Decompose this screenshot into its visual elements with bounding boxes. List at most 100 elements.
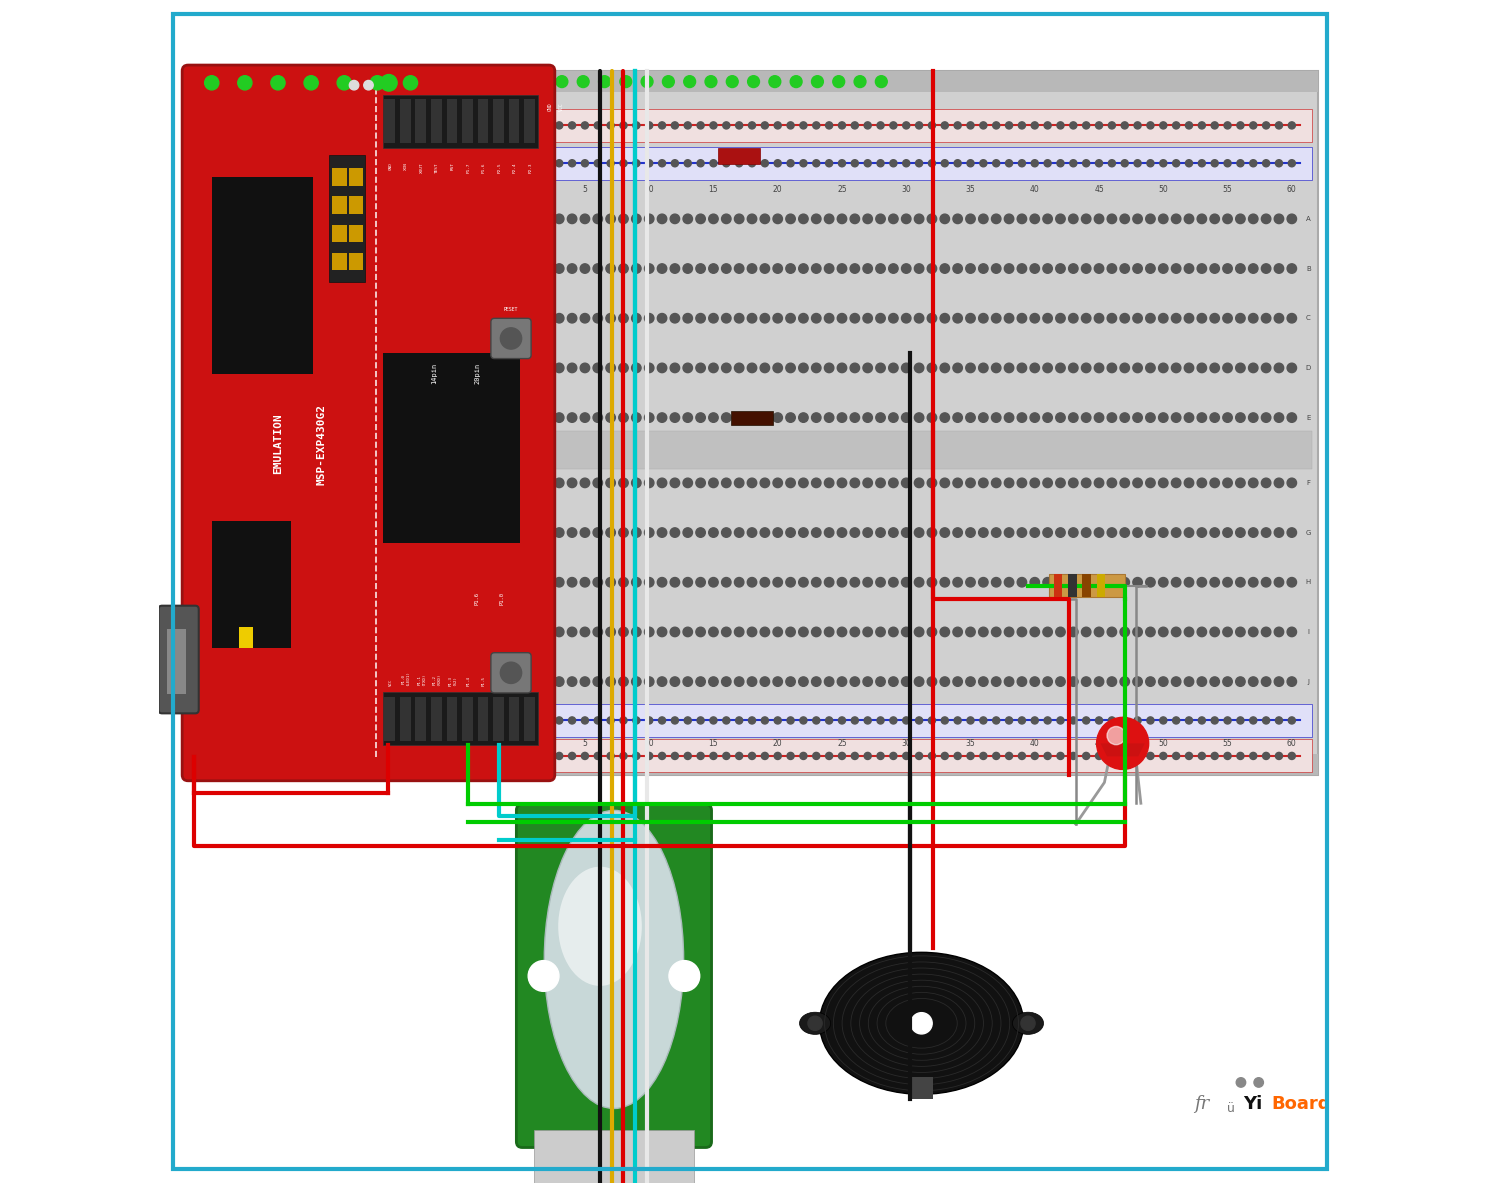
Circle shape: [747, 627, 756, 636]
Text: P2.4: P2.4: [513, 162, 517, 173]
Circle shape: [812, 577, 820, 587]
Circle shape: [723, 752, 730, 759]
Circle shape: [1248, 627, 1258, 636]
Circle shape: [1017, 528, 1026, 537]
Text: GND: GND: [388, 162, 393, 170]
Circle shape: [940, 214, 950, 224]
Circle shape: [696, 313, 705, 323]
Circle shape: [837, 577, 846, 587]
Circle shape: [862, 528, 873, 537]
FancyBboxPatch shape: [490, 653, 531, 693]
Circle shape: [710, 160, 717, 167]
Circle shape: [672, 122, 678, 129]
Text: P2.1: P2.1: [513, 677, 517, 686]
Circle shape: [1172, 413, 1180, 422]
Circle shape: [1210, 160, 1218, 167]
Bar: [1068, 574, 1077, 597]
Circle shape: [530, 122, 537, 129]
Circle shape: [1042, 313, 1053, 323]
Circle shape: [878, 122, 884, 129]
Circle shape: [696, 264, 705, 273]
Circle shape: [645, 313, 654, 323]
Circle shape: [888, 264, 898, 273]
Text: P1.6: P1.6: [482, 162, 486, 173]
Circle shape: [864, 122, 871, 129]
Circle shape: [1095, 413, 1104, 422]
Circle shape: [915, 677, 924, 686]
Circle shape: [1158, 478, 1168, 487]
Circle shape: [1262, 214, 1270, 224]
Circle shape: [1197, 478, 1206, 487]
Circle shape: [606, 677, 615, 686]
Circle shape: [555, 214, 564, 224]
Circle shape: [542, 264, 550, 273]
Circle shape: [1262, 478, 1270, 487]
Circle shape: [800, 160, 807, 167]
Circle shape: [1095, 478, 1104, 487]
Circle shape: [592, 677, 603, 686]
Circle shape: [940, 413, 950, 422]
Circle shape: [760, 528, 770, 537]
Circle shape: [813, 717, 820, 724]
Circle shape: [888, 577, 898, 587]
Circle shape: [1146, 264, 1155, 273]
Circle shape: [1248, 478, 1258, 487]
Circle shape: [788, 717, 794, 724]
Circle shape: [567, 577, 578, 587]
Circle shape: [1120, 677, 1130, 686]
Circle shape: [632, 214, 640, 224]
Circle shape: [723, 717, 730, 724]
Circle shape: [915, 528, 924, 537]
Bar: [1050, 574, 1125, 597]
Text: GND: GND: [548, 102, 552, 111]
Text: 5: 5: [582, 738, 588, 748]
Circle shape: [618, 528, 628, 537]
Circle shape: [594, 717, 602, 724]
Circle shape: [1146, 363, 1155, 373]
Circle shape: [747, 577, 756, 587]
Circle shape: [1044, 717, 1052, 724]
Circle shape: [1134, 160, 1142, 167]
Circle shape: [762, 160, 768, 167]
Bar: [507, 71, 1318, 92]
Circle shape: [1158, 363, 1168, 373]
Circle shape: [1068, 413, 1078, 422]
Circle shape: [1120, 363, 1130, 373]
Circle shape: [608, 160, 613, 167]
Circle shape: [1210, 214, 1219, 224]
Circle shape: [580, 677, 590, 686]
Circle shape: [618, 214, 628, 224]
Circle shape: [928, 160, 936, 167]
Circle shape: [556, 76, 568, 88]
Circle shape: [530, 627, 538, 636]
Circle shape: [1287, 214, 1296, 224]
Circle shape: [501, 662, 522, 684]
Circle shape: [1022, 1016, 1035, 1030]
Circle shape: [1210, 577, 1219, 587]
Bar: [462, 99, 472, 143]
Text: ü: ü: [1227, 1103, 1234, 1114]
Circle shape: [1134, 717, 1142, 724]
Circle shape: [786, 264, 795, 273]
Ellipse shape: [544, 810, 684, 1108]
Circle shape: [1172, 313, 1180, 323]
Circle shape: [1248, 528, 1258, 537]
Circle shape: [606, 627, 615, 636]
Circle shape: [567, 214, 578, 224]
FancyBboxPatch shape: [159, 606, 198, 713]
Circle shape: [735, 752, 742, 759]
Circle shape: [735, 627, 744, 636]
Text: P1.7: P1.7: [466, 162, 470, 173]
Circle shape: [1185, 677, 1194, 686]
Circle shape: [1017, 214, 1026, 224]
Circle shape: [1056, 313, 1065, 323]
Circle shape: [1019, 122, 1026, 129]
Circle shape: [1262, 264, 1270, 273]
Bar: [348, 253, 363, 271]
Circle shape: [1288, 160, 1296, 167]
Circle shape: [1158, 214, 1168, 224]
Circle shape: [1288, 122, 1296, 129]
Circle shape: [1210, 413, 1219, 422]
Circle shape: [530, 214, 538, 224]
Circle shape: [555, 478, 564, 487]
